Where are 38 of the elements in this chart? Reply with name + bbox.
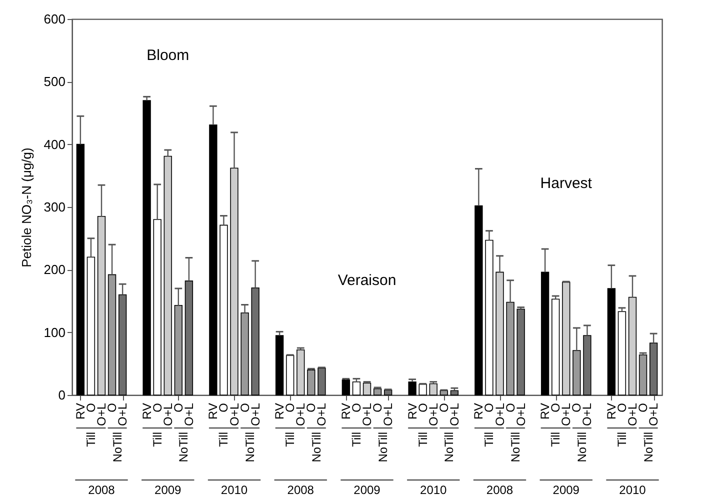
y-tick-label: 100 bbox=[44, 324, 66, 340]
text: NoTill bbox=[442, 432, 456, 462]
text: NoTill bbox=[508, 432, 523, 462]
text: 2008 bbox=[486, 483, 514, 497]
text: Till bbox=[84, 432, 98, 447]
text: Till bbox=[482, 432, 496, 447]
text: Till bbox=[614, 432, 629, 447]
text: 2010 bbox=[220, 483, 248, 497]
text: NoTill bbox=[641, 432, 656, 462]
text: 2008 bbox=[88, 483, 116, 497]
text: 2009 bbox=[552, 483, 580, 497]
y-tick-label: 400 bbox=[44, 136, 66, 152]
text: NoTill bbox=[110, 432, 124, 462]
text: 2010 bbox=[619, 483, 646, 497]
text: 2009 bbox=[354, 483, 381, 497]
text: Till bbox=[216, 432, 231, 447]
annotation: Bloom bbox=[146, 47, 190, 64]
y-tick-label: 600 bbox=[44, 12, 66, 26]
text: NoTill bbox=[376, 432, 390, 462]
y-tick-label: 0 bbox=[58, 388, 66, 402]
y-tick-label: 200 bbox=[44, 262, 66, 278]
text: 2008 bbox=[287, 483, 314, 497]
text: NoTill bbox=[574, 432, 589, 462]
y-axis-title: Petiole NO₃-N (μg/g) bbox=[18, 148, 34, 268]
y-tick-label: 300 bbox=[44, 200, 66, 214]
text: NoTill bbox=[243, 432, 258, 462]
annotation: Veraison bbox=[338, 272, 396, 289]
text: 2010 bbox=[420, 483, 448, 497]
text: NoTill bbox=[309, 432, 324, 462]
text: Till bbox=[349, 432, 364, 447]
text: Till bbox=[150, 432, 164, 447]
annotation: Harvest bbox=[540, 175, 593, 192]
text: Till bbox=[548, 432, 563, 447]
text: 2009 bbox=[154, 483, 182, 497]
text: NoTill bbox=[176, 432, 191, 462]
y-tick-label: 500 bbox=[44, 74, 66, 90]
text: Till bbox=[283, 432, 298, 447]
text: Till bbox=[416, 432, 430, 447]
